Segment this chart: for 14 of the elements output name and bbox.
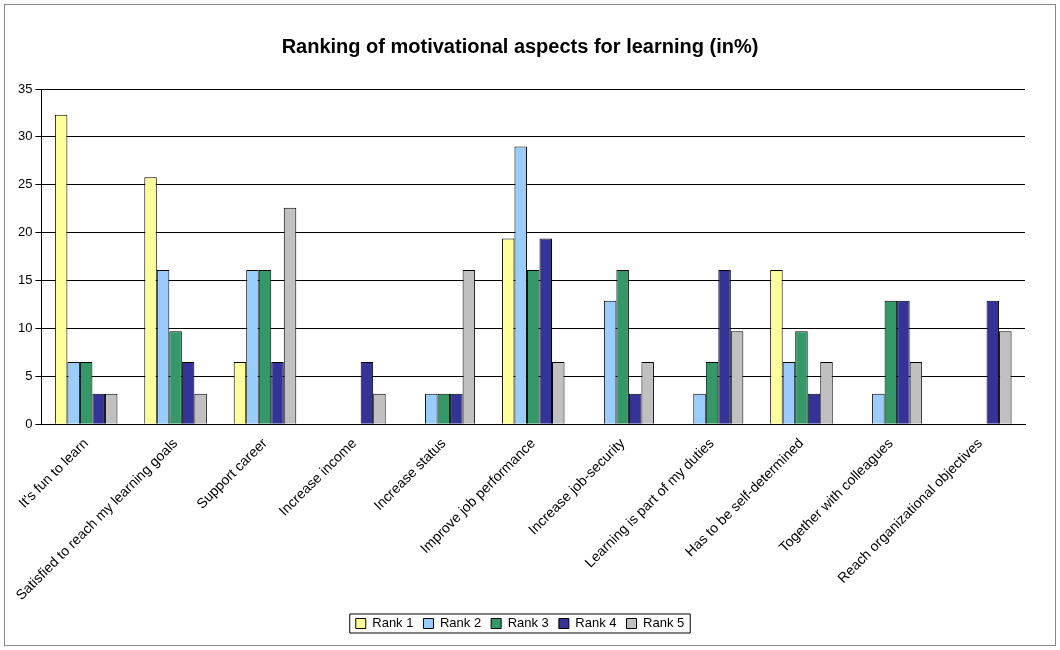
y-tick-label: 20 — [17, 224, 33, 240]
legend-label: Rank 1 — [372, 615, 414, 631]
y-tick-label: 15 — [17, 272, 33, 288]
chart-title: Ranking of motivational aspects for learning (in%) — [281, 34, 759, 57]
legend-label: Rank 4 — [575, 615, 617, 631]
legend-label: Rank 2 — [439, 615, 482, 631]
y-tick-label: 5 — [25, 367, 33, 383]
y-tick-label: 35 — [17, 80, 33, 96]
y-tick-label: 25 — [17, 176, 33, 192]
y-tick-label: 30 — [17, 128, 33, 144]
legend-label: Rank 5 — [643, 615, 685, 631]
legend-label: Rank 3 — [507, 615, 549, 631]
y-tick-label: 10 — [17, 320, 33, 336]
y-tick-label: 0 — [25, 415, 33, 431]
